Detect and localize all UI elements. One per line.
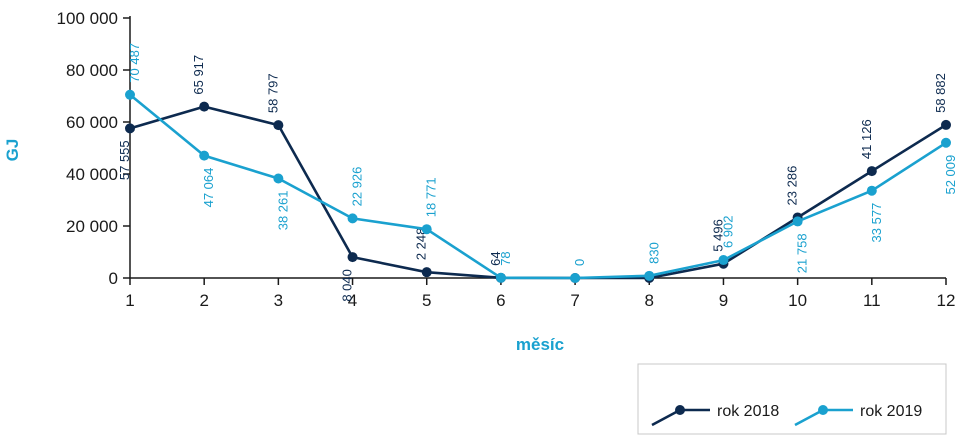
legend-marker	[675, 405, 685, 415]
data-label: 70 487	[127, 43, 142, 83]
legend-items: rok 2018 rok 2019	[651, 403, 922, 427]
y-axis-title: GJ	[3, 139, 22, 162]
x-ticks: 1 2 3 4 5 6 7 8 9 10 11 12	[125, 278, 955, 310]
y-ticks: 0 20 000 40 000 60 000 80 000 100 000	[57, 9, 130, 288]
legend-label: rok 2018	[717, 403, 779, 420]
x-tick-label: 11	[863, 291, 881, 310]
data-label: 47 064	[201, 168, 216, 208]
data-label: 78	[498, 251, 513, 265]
y-tick-label: 20 000	[66, 217, 118, 236]
data-label: 21 758	[795, 233, 810, 273]
data-point	[125, 123, 135, 134]
x-tick-label: 4	[348, 291, 357, 310]
data-label: 6 902	[720, 216, 735, 249]
data-point	[792, 216, 803, 227]
data-point	[866, 166, 877, 177]
series-2: 70 487 47 064 38 261 22 926 18 771 78 0 830 6 90…	[125, 43, 958, 283]
legend-box	[637, 363, 947, 435]
data-point	[941, 137, 951, 148]
x-tick-label: 2	[199, 291, 208, 310]
data-point	[273, 173, 284, 184]
legend: rok 2018 rok 2019	[637, 363, 947, 435]
data-point	[347, 213, 358, 224]
data-label: 5 496	[710, 219, 725, 252]
data-label: 41 126	[859, 119, 874, 159]
data-point	[199, 150, 210, 161]
legend-item: rok 2018	[651, 403, 779, 427]
x-tick-label: 1	[125, 291, 134, 310]
data-label: 2 248	[414, 228, 429, 261]
axes	[129, 16, 946, 279]
y-tick-label: 60 000	[66, 113, 118, 132]
legend-item: rok 2019	[794, 403, 922, 427]
data-label: 52 009	[943, 155, 958, 195]
data-label: 38 261	[275, 191, 290, 231]
series-layer: 57 555 65 917 58 797 8 040 2 248 64 5 496 23 28…	[117, 43, 958, 302]
data-label: 57 555	[117, 140, 132, 180]
data-point	[718, 255, 729, 266]
x-tick-label: 9	[719, 291, 728, 310]
data-label: 58 882	[933, 73, 948, 113]
x-tick-label: 6	[496, 291, 505, 310]
y-tick-label: 80 000	[66, 61, 118, 80]
data-label: 33 577	[869, 203, 884, 243]
data-label: 58 797	[265, 73, 280, 113]
data-point	[941, 119, 951, 130]
series-1: 57 555 65 917 58 797 8 040 2 248 64 5 496 23 28…	[117, 55, 951, 302]
y-tick-label: 100 000	[57, 9, 118, 28]
data-point	[273, 120, 284, 131]
x-tick-label: 3	[274, 291, 283, 310]
data-label: 23 286	[785, 166, 800, 206]
data-point	[125, 89, 135, 100]
data-label: 22 926	[350, 167, 365, 207]
data-label: 8 040	[340, 269, 355, 302]
data-point	[570, 273, 581, 283]
data-point	[644, 270, 655, 281]
data-point	[866, 185, 877, 196]
x-tick-label: 7	[570, 291, 579, 310]
data-point	[199, 101, 210, 112]
x-tick-label: 10	[788, 291, 807, 310]
legend-marker	[818, 405, 828, 415]
data-label: 0	[572, 259, 587, 266]
x-axis-title: měsíc	[516, 335, 564, 354]
data-point	[347, 252, 358, 263]
series-line	[129, 93, 947, 280]
data-label: 830	[646, 242, 661, 264]
data-point	[421, 224, 432, 235]
data-point	[495, 272, 506, 283]
y-tick-label: 0	[109, 269, 118, 288]
legend-label: rok 2019	[860, 403, 922, 420]
data-label: 64	[488, 251, 503, 265]
data-label: 18 771	[424, 177, 439, 217]
data-label: 65 917	[191, 55, 206, 95]
x-tick-label: 5	[422, 291, 431, 310]
series-line	[129, 105, 947, 280]
x-tick-label: 8	[645, 291, 654, 310]
x-tick-label: 12	[937, 291, 956, 310]
data-point	[421, 267, 432, 278]
y-tick-label: 40 000	[66, 165, 118, 184]
